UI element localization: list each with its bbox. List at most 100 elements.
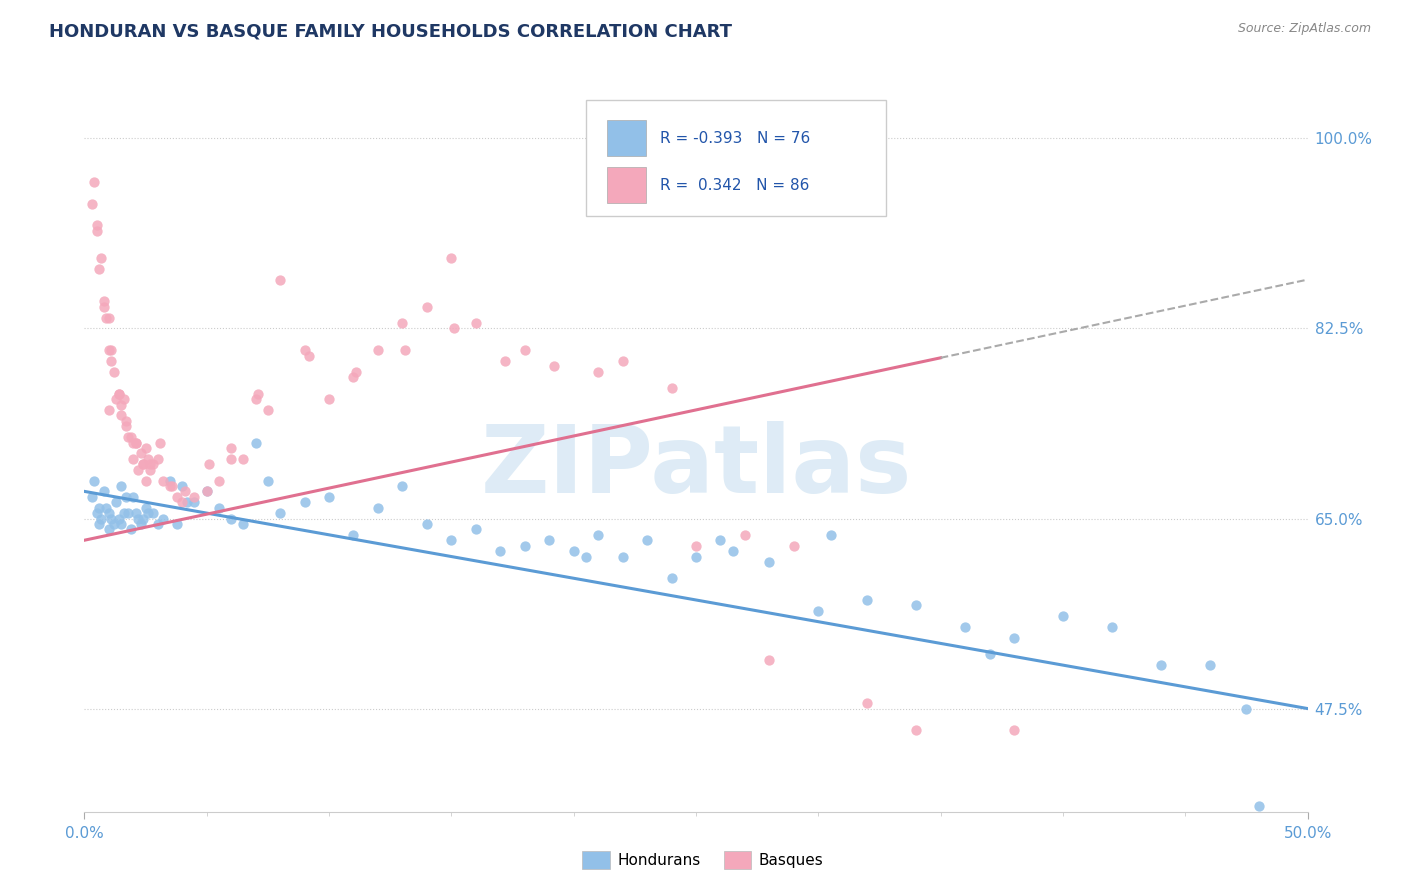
- Point: [783, 539, 806, 553]
- Point: [905, 723, 928, 738]
- Point: [367, 500, 389, 515]
- Point: [318, 392, 340, 406]
- Point: [129, 516, 152, 531]
- Point: [905, 599, 928, 613]
- Point: [269, 506, 291, 520]
- Text: ZIPatlas: ZIPatlas: [481, 421, 911, 513]
- Point: [96, 310, 118, 325]
- Point: [162, 479, 184, 493]
- Point: [195, 484, 218, 499]
- Point: [117, 430, 139, 444]
- Point: [391, 316, 413, 330]
- Point: [183, 490, 205, 504]
- Point: [1052, 609, 1074, 624]
- Point: [172, 479, 194, 493]
- FancyBboxPatch shape: [606, 120, 645, 156]
- Point: [152, 511, 174, 525]
- Point: [120, 522, 142, 536]
- Point: [93, 484, 115, 499]
- Point: [394, 343, 416, 358]
- Point: [245, 435, 267, 450]
- Point: [100, 343, 122, 358]
- Point: [149, 435, 172, 450]
- Point: [152, 474, 174, 488]
- Point: [208, 500, 231, 515]
- Point: [342, 370, 364, 384]
- Point: [342, 528, 364, 542]
- Point: [586, 528, 609, 542]
- Point: [538, 533, 561, 548]
- Point: [494, 354, 516, 368]
- Point: [93, 294, 115, 309]
- Point: [219, 441, 242, 455]
- Point: [685, 539, 707, 553]
- Point: [97, 343, 120, 358]
- Point: [93, 300, 115, 314]
- Point: [122, 451, 145, 466]
- Point: [159, 474, 181, 488]
- Point: [135, 441, 157, 455]
- Point: [232, 451, 254, 466]
- Legend: Hondurans, Basques: Hondurans, Basques: [576, 845, 830, 875]
- Point: [142, 506, 165, 520]
- Point: [80, 490, 103, 504]
- Point: [1002, 631, 1025, 645]
- Point: [120, 430, 142, 444]
- Point: [83, 175, 105, 189]
- Point: [685, 549, 707, 564]
- Point: [612, 549, 634, 564]
- Point: [1150, 658, 1173, 673]
- Point: [90, 251, 112, 265]
- Point: [105, 392, 128, 406]
- Point: [105, 495, 128, 509]
- Text: R = -0.393   N = 76: R = -0.393 N = 76: [661, 130, 811, 145]
- Point: [513, 343, 536, 358]
- Point: [107, 386, 129, 401]
- Point: [489, 544, 512, 558]
- Text: Source: ZipAtlas.com: Source: ZipAtlas.com: [1237, 22, 1371, 36]
- Point: [661, 381, 683, 395]
- Point: [142, 457, 165, 471]
- Point: [86, 224, 108, 238]
- Point: [257, 474, 280, 488]
- Point: [132, 511, 155, 525]
- Point: [87, 516, 110, 531]
- Point: [294, 495, 316, 509]
- Point: [1002, 723, 1025, 738]
- Point: [440, 533, 463, 548]
- Point: [132, 457, 155, 471]
- Point: [97, 522, 120, 536]
- Point: [125, 506, 148, 520]
- Point: [129, 446, 152, 460]
- Point: [721, 544, 744, 558]
- Point: [110, 397, 132, 411]
- Point: [127, 463, 149, 477]
- Point: [146, 516, 169, 531]
- Point: [136, 506, 159, 520]
- Point: [135, 474, 157, 488]
- Point: [112, 392, 135, 406]
- FancyBboxPatch shape: [586, 100, 886, 216]
- Point: [173, 484, 195, 499]
- Point: [391, 479, 413, 493]
- Point: [232, 516, 254, 531]
- Point: [416, 516, 439, 531]
- Point: [183, 495, 205, 509]
- Point: [110, 516, 132, 531]
- Point: [219, 451, 242, 466]
- Point: [107, 511, 129, 525]
- Point: [139, 457, 162, 471]
- Point: [107, 386, 129, 401]
- Point: [135, 500, 157, 515]
- Point: [298, 349, 321, 363]
- Point: [125, 435, 148, 450]
- Point: [586, 365, 609, 379]
- Text: HONDURAN VS BASQUE FAMILY HOUSEHOLDS CORRELATION CHART: HONDURAN VS BASQUE FAMILY HOUSEHOLDS COR…: [49, 22, 733, 40]
- Point: [159, 479, 181, 493]
- Point: [734, 528, 756, 542]
- Point: [464, 522, 486, 536]
- Point: [127, 511, 149, 525]
- Point: [513, 539, 536, 553]
- Point: [953, 620, 976, 634]
- Point: [269, 272, 291, 286]
